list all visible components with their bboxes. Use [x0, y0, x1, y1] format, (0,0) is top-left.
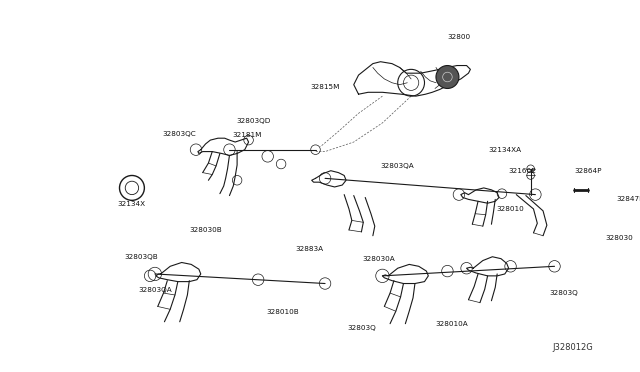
Text: 328010: 328010 — [497, 206, 524, 212]
Text: J328012G: J328012G — [552, 343, 593, 352]
Text: 328010A: 328010A — [435, 321, 468, 327]
Text: 328030: 328030 — [605, 235, 634, 241]
Text: 32160E: 32160E — [508, 168, 536, 174]
Text: 32815M: 32815M — [310, 84, 340, 90]
Text: 32800: 32800 — [447, 34, 470, 40]
Text: 32134X: 32134X — [118, 201, 146, 207]
Text: 328030B: 328030B — [189, 227, 222, 233]
Text: 328010B: 328010B — [267, 309, 300, 315]
Text: 32803QA: 32803QA — [138, 287, 172, 293]
Text: 32181M: 32181M — [232, 132, 261, 138]
Circle shape — [436, 65, 459, 89]
Text: 32803Q: 32803Q — [550, 290, 579, 296]
Text: 32883A: 32883A — [296, 246, 324, 252]
Text: 328030A: 328030A — [362, 256, 395, 262]
Text: 32847N: 32847N — [617, 196, 640, 202]
Text: 32803QB: 32803QB — [125, 254, 158, 260]
Text: 32803QA: 32803QA — [380, 163, 413, 169]
Text: 32864P: 32864P — [574, 168, 602, 174]
Text: 32803QD: 32803QD — [236, 118, 271, 124]
Text: 32134XA: 32134XA — [488, 147, 522, 153]
Text: 32803Q: 32803Q — [347, 326, 376, 331]
Text: 32803QC: 32803QC — [163, 131, 196, 137]
